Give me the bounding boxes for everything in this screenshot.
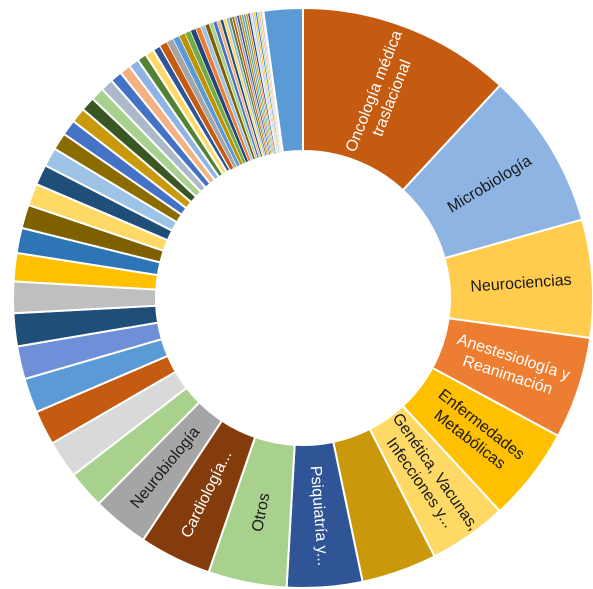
slices-group [12, 6, 593, 589]
slice-68 [262, 6, 304, 154]
slice-label-line: Neurociencias [470, 272, 572, 296]
slice-label-2: Neurociencias [470, 272, 572, 296]
slice-0 [302, 6, 502, 192]
